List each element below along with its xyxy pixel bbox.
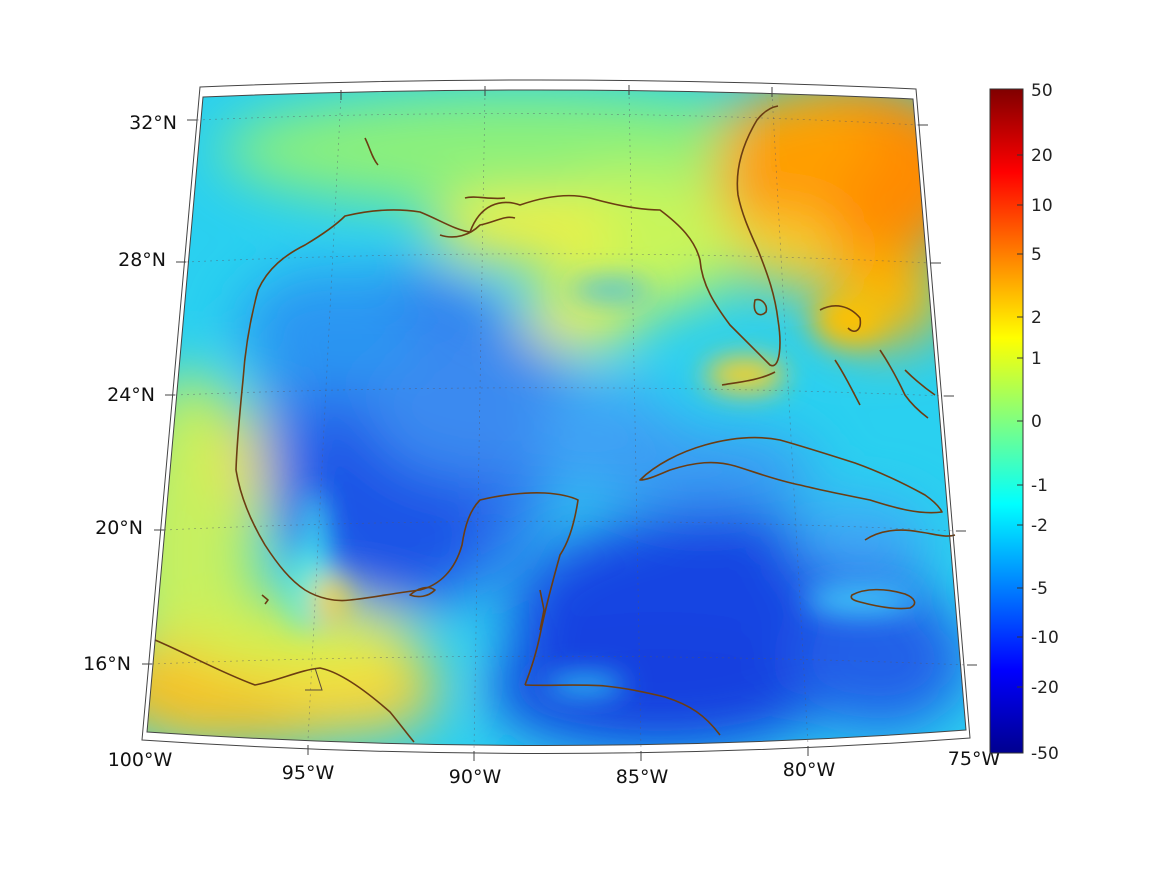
- colorbar-tick-label: 2: [1031, 308, 1042, 328]
- lat-label: 16°N: [83, 653, 131, 675]
- lat-label: 32°N: [129, 112, 177, 134]
- colorbar-tick-label: 0: [1031, 412, 1042, 432]
- colorbar-tick-label: 5: [1031, 245, 1042, 265]
- lon-label: 75°W: [948, 748, 1001, 770]
- colorbar-tick-label: -20: [1031, 678, 1059, 698]
- colorbar-tick-label: -5: [1031, 579, 1048, 599]
- colorbar-tick-label: 20: [1031, 146, 1053, 166]
- colorbar-tick-label: -2: [1031, 516, 1048, 536]
- coastlines: [154, 105, 956, 743]
- coastline-central-america: [524, 684, 721, 736]
- lat-label: 28°N: [118, 249, 166, 271]
- lat-label: 20°N: [95, 517, 143, 539]
- colorbar-tick-label: 10: [1031, 196, 1053, 216]
- coastline-jamaica: [850, 588, 916, 610]
- graticule: [151, 90, 968, 751]
- coastline-cuba: [639, 436, 943, 514]
- colorbar-tick-label: 1: [1031, 349, 1042, 369]
- colorbar: 50 20 10 5 2 1 0 -1 -2 -5 -10 -20 -50: [989, 81, 1059, 764]
- longitude-labels: 100°W 95°W 90°W 85°W 80°W 75°W: [108, 748, 1001, 788]
- lon-label: 80°W: [783, 759, 836, 781]
- colorbar-tick-label: -50: [1031, 744, 1059, 764]
- latitude-labels: 32°N 28°N 24°N 20°N 16°N: [83, 112, 177, 675]
- colorbar-tick-label: -1: [1031, 476, 1048, 496]
- coastline-us-gulf: [235, 105, 781, 471]
- data-field: [147, 89, 966, 746]
- colorbar-tick-label: 50: [1031, 81, 1053, 101]
- lon-label: 85°W: [616, 766, 669, 788]
- lon-label: 95°W: [282, 762, 335, 784]
- lat-label: 24°N: [107, 384, 155, 406]
- coastline-mexico: [235, 469, 579, 686]
- lon-label: 90°W: [449, 766, 502, 788]
- map-frame: [141, 79, 977, 761]
- lon-label: 100°W: [108, 749, 173, 771]
- colorbar-tick-label: -10: [1031, 628, 1059, 648]
